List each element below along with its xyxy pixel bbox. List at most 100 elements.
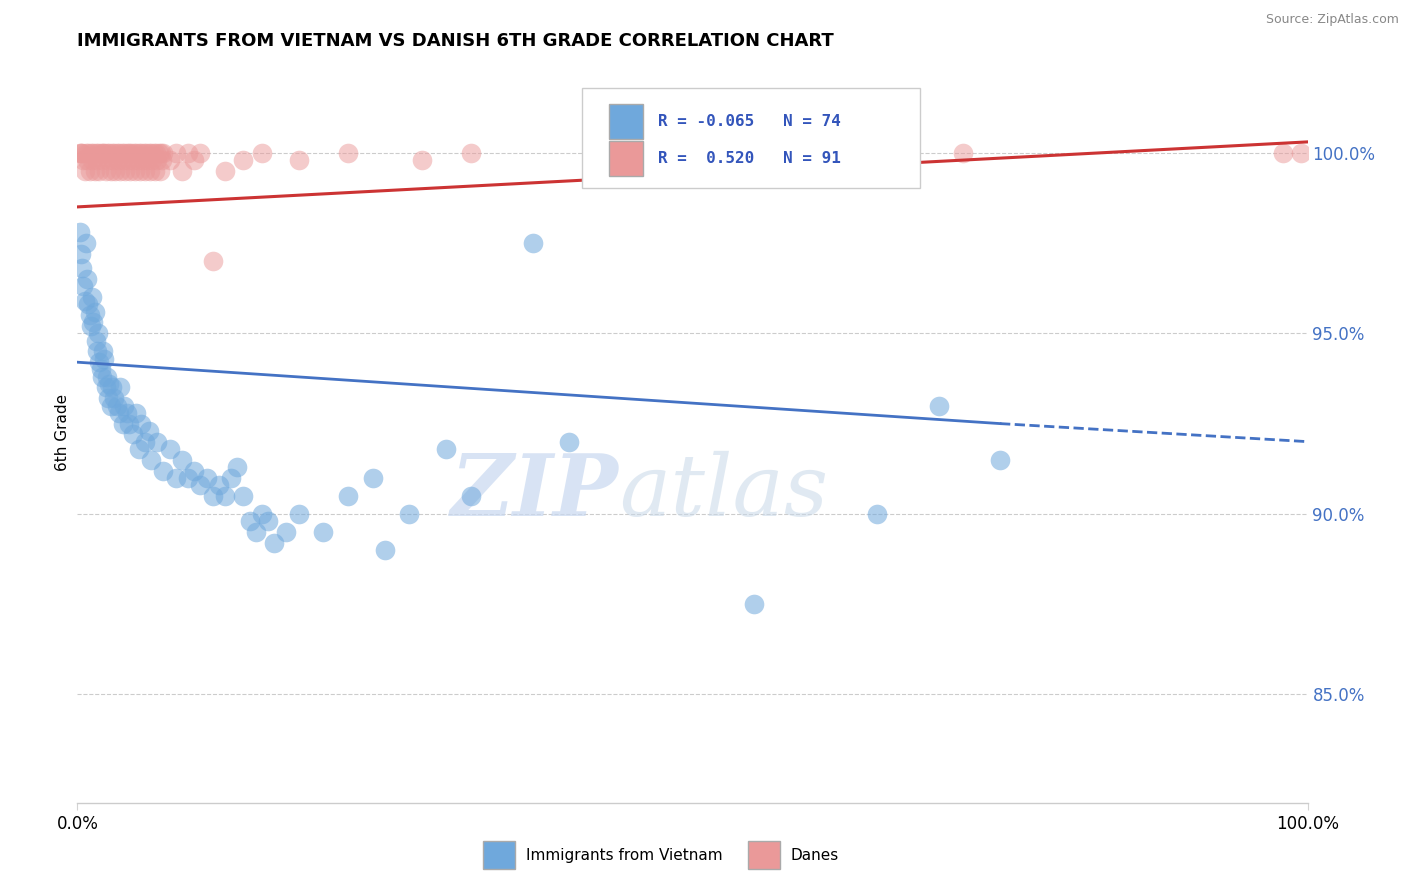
Point <box>170 452 193 467</box>
Point <box>125 145 148 160</box>
Point <box>288 153 311 167</box>
Point <box>139 163 162 178</box>
Point <box>134 434 156 449</box>
Point <box>337 489 360 503</box>
Point <box>165 471 187 485</box>
Point <box>82 153 104 167</box>
Point <box>312 524 335 539</box>
Point <box>100 163 122 178</box>
Point <box>460 489 482 503</box>
FancyBboxPatch shape <box>484 841 516 870</box>
Point <box>136 153 159 167</box>
Point <box>952 145 974 160</box>
Point <box>135 145 157 160</box>
Point <box>226 459 249 474</box>
Point <box>73 163 96 178</box>
Point <box>124 163 146 178</box>
Point <box>201 489 224 503</box>
Text: R = -0.065   N = 74: R = -0.065 N = 74 <box>658 114 841 129</box>
Point <box>183 464 205 478</box>
Point <box>141 145 163 160</box>
Point <box>90 153 114 167</box>
Point <box>866 507 889 521</box>
Point <box>127 153 149 167</box>
Point <box>70 261 93 276</box>
Point <box>128 145 150 160</box>
Point <box>101 145 124 160</box>
Point <box>103 392 125 406</box>
Point <box>742 597 765 611</box>
Point <box>188 145 212 160</box>
Point <box>337 145 360 160</box>
Point <box>72 279 94 293</box>
Point <box>111 145 132 160</box>
Point <box>83 163 105 178</box>
Point <box>94 380 117 394</box>
Point <box>115 406 138 420</box>
Point <box>101 153 124 167</box>
Point <box>460 145 482 160</box>
Point <box>219 471 242 485</box>
Point <box>232 489 254 503</box>
Point <box>96 369 118 384</box>
Point <box>104 163 127 178</box>
Point <box>121 145 143 160</box>
Point <box>69 145 91 160</box>
Point <box>134 163 156 178</box>
Point <box>129 163 152 178</box>
Point <box>118 145 141 160</box>
Point <box>89 355 111 369</box>
Point <box>90 362 112 376</box>
Point <box>69 225 91 239</box>
Point <box>142 145 165 160</box>
Point <box>152 464 174 478</box>
Point <box>145 145 167 160</box>
Point <box>148 145 170 160</box>
Point <box>165 145 187 160</box>
Point <box>257 514 280 528</box>
Point <box>90 145 112 160</box>
Point <box>150 153 173 167</box>
Point <box>86 344 108 359</box>
Point <box>201 254 224 268</box>
Point <box>105 145 128 160</box>
Point <box>108 406 131 420</box>
Point <box>1272 145 1295 160</box>
Point <box>82 290 104 304</box>
Point <box>82 145 104 160</box>
Point <box>87 326 110 341</box>
Point <box>112 145 135 160</box>
Text: Immigrants from Vietnam: Immigrants from Vietnam <box>526 848 723 863</box>
Point <box>436 442 458 456</box>
Point <box>73 293 96 308</box>
Text: Danes: Danes <box>792 848 839 863</box>
FancyBboxPatch shape <box>609 141 644 177</box>
Point <box>361 471 384 485</box>
Point <box>110 163 132 178</box>
Point <box>188 478 212 492</box>
Point <box>84 334 107 348</box>
Point <box>276 524 298 539</box>
Point <box>98 376 121 391</box>
Point <box>70 145 93 160</box>
Point <box>72 153 94 167</box>
Point <box>87 145 110 160</box>
Point <box>177 145 200 160</box>
Point <box>183 153 205 167</box>
Point <box>245 524 267 539</box>
Point <box>93 351 115 366</box>
Point <box>111 153 134 167</box>
Point <box>288 507 311 521</box>
Point <box>522 235 544 250</box>
Point <box>239 514 262 528</box>
Point <box>120 163 142 178</box>
Point <box>110 380 132 394</box>
Point <box>75 235 97 250</box>
Point <box>208 478 231 492</box>
Point <box>146 153 169 167</box>
Point <box>89 163 111 178</box>
Text: R =  0.520   N = 91: R = 0.520 N = 91 <box>658 151 841 166</box>
Point <box>83 304 105 318</box>
Point <box>150 145 173 160</box>
Point <box>152 145 174 160</box>
